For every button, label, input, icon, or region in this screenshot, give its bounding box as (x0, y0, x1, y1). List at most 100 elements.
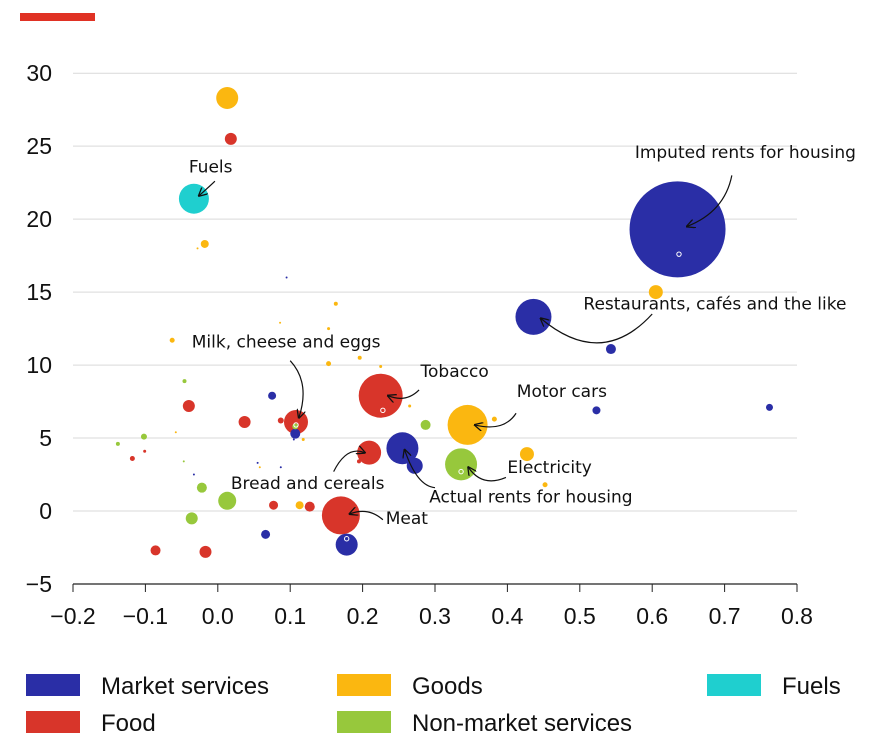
bubble-point (143, 449, 147, 453)
annotation-label: Motor cars (517, 382, 607, 402)
y-tick-label: 5 (39, 425, 52, 451)
bubble-point (279, 321, 282, 324)
bubble-highlight-dot (293, 422, 299, 428)
x-tick-label: 0.4 (491, 603, 523, 629)
grid-lines (73, 72, 797, 512)
bubble-point (491, 416, 497, 422)
legend-swatch (337, 674, 391, 696)
annotation-label: Electricity (507, 458, 591, 478)
bubble-point (333, 301, 338, 306)
bubble-point (256, 461, 259, 464)
bubble-point (629, 181, 726, 278)
bubble-point (192, 473, 195, 476)
y-tick-label: −5 (26, 571, 52, 597)
bubble-point (279, 466, 282, 469)
bubble-point (178, 183, 209, 214)
bubble-point (129, 455, 135, 461)
x-tick-label: −0.1 (123, 603, 168, 629)
bubble-point (592, 406, 601, 415)
annotation-arrow (289, 360, 303, 418)
bubble-point (196, 247, 199, 250)
bubble-point (379, 365, 383, 369)
bubble-point (238, 416, 251, 428)
accent-bar (20, 13, 95, 21)
bubble-point (216, 87, 239, 109)
y-tick-label: 20 (26, 206, 52, 232)
bubble-point (519, 447, 534, 462)
bubble-highlight-dot (380, 407, 386, 414)
legend-label: Non-market services (412, 710, 632, 737)
bubble-point (258, 466, 261, 469)
bubble-point (174, 431, 177, 434)
bubble-point (261, 529, 271, 539)
bubble-point (268, 391, 277, 400)
annotation-label: Restaurants, cafés and the like (583, 295, 846, 315)
bubble-point (182, 460, 185, 463)
bubble-point (285, 276, 288, 279)
bubble-point (765, 403, 773, 411)
x-tick-label: 0.8 (781, 603, 813, 629)
bubble-point (356, 459, 361, 464)
bubble-point (408, 404, 412, 408)
bubble-point (304, 501, 315, 512)
x-tick-labels: −0.2 −0.1 0.0 0.1 0.2 0.3 0.4 0.5 0.6 0.7 0.8 (50, 603, 813, 629)
legend: Market services Food Goods Non-market servi… (26, 673, 841, 737)
bubble-point (200, 239, 209, 248)
bubble-point (542, 482, 548, 488)
y-tick-labels: 30 25 20 15 10 5 0 −5 (26, 60, 52, 597)
bubble-point (648, 285, 663, 300)
bubble-point (326, 361, 332, 367)
axes (72, 583, 798, 592)
bubble-highlight-dot (458, 468, 464, 475)
bubble-point (196, 482, 207, 493)
bubble-point (224, 132, 237, 145)
legend-label: Food (101, 710, 156, 737)
bubble-point (357, 355, 362, 360)
y-tick-label: 0 (39, 498, 52, 524)
y-tick-label: 30 (26, 60, 52, 86)
bubble-point (292, 438, 295, 441)
annotations: Fuels Imputed rents for housing Restaurant… (189, 143, 856, 529)
bubble-point (321, 496, 360, 535)
x-tick-label: 0.6 (636, 603, 668, 629)
bubble-point (185, 512, 198, 525)
annotation-label: Milk, cheese and eggs (192, 333, 381, 353)
bubble-point (218, 491, 237, 510)
annotation-arrow (333, 451, 365, 472)
x-tick-label: 0.7 (709, 603, 741, 629)
y-tick-label: 10 (26, 352, 52, 378)
bubble-highlight-dot (343, 536, 350, 542)
legend-label: Market services (101, 673, 269, 700)
bubble-point (290, 428, 301, 439)
legend-label: Fuels (782, 673, 841, 700)
bubble-point (182, 379, 187, 384)
bubble-point (605, 344, 616, 355)
annotation-label: Actual rents for housing (429, 487, 632, 507)
bubble-point (169, 337, 175, 343)
annotation-arrow (541, 313, 653, 344)
annotation-arrow (388, 389, 420, 398)
bubble-point (515, 298, 552, 335)
annotation-arrow (199, 180, 216, 196)
x-tick-label: 0.0 (202, 603, 234, 629)
annotation-arrow (475, 412, 517, 427)
bubble-point (269, 500, 279, 510)
annotation-arrow (405, 450, 436, 489)
x-tick-label: 0.5 (564, 603, 596, 629)
legend-swatch (337, 711, 391, 733)
x-tick-label: 0.2 (347, 603, 379, 629)
bubble-point (277, 417, 284, 424)
legend-swatch (26, 711, 80, 733)
bubble-point (150, 545, 161, 556)
bubble-point (420, 419, 431, 430)
bubble-point (327, 327, 331, 331)
annotation-label: Fuels (189, 157, 233, 177)
bubble-point (301, 438, 305, 442)
legend-label: Goods (412, 673, 483, 700)
annotation-label: Meat (386, 509, 429, 529)
legend-swatch (707, 674, 761, 696)
bubble-point (447, 404, 488, 445)
y-tick-label: 25 (26, 133, 52, 159)
bubble-highlight-dot (676, 251, 682, 257)
